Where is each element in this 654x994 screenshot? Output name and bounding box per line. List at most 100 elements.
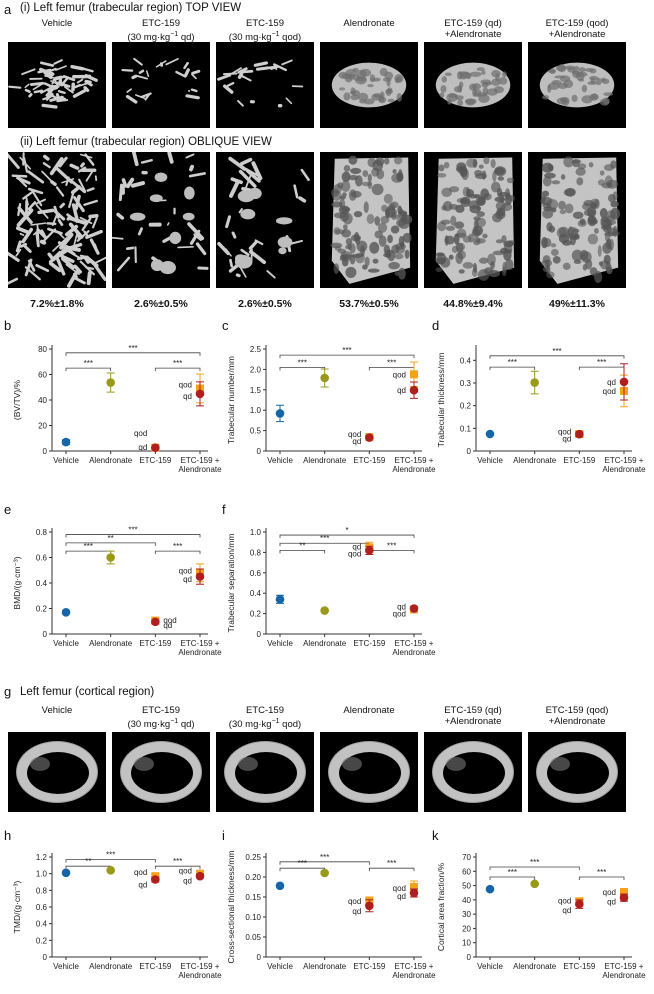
panel-label-i: i	[222, 828, 225, 843]
data-point-alendronate	[530, 879, 539, 889]
dose-label: qod	[179, 866, 192, 875]
oblique-view-image-render	[435, 156, 515, 284]
column-header-line2-text: +Alendronate	[548, 29, 606, 40]
column-header-line2: (30 mg·kg−1 qd)	[112, 29, 210, 43]
significance-label: ***	[84, 542, 93, 551]
x-tick-label: Vehicle	[477, 962, 503, 971]
y-axis-label: TMD/(g·cm⁻³)	[12, 881, 22, 934]
x-tick-label: ETC-159 + Alendronate	[178, 639, 222, 657]
dose-label: qod	[348, 897, 361, 906]
column-header-line2-tail: qd)	[178, 32, 195, 44]
column-header: ETC-159 (qd) +Alendronate	[424, 705, 522, 727]
significance-label: **	[85, 857, 91, 866]
top-view-image-render	[435, 62, 511, 108]
y-tick-label: 0.20	[245, 873, 261, 882]
column-header: ETC-159 (qod) +Alendronate	[528, 705, 626, 727]
y-tick-label: 0	[257, 630, 262, 639]
cortical-image	[216, 732, 314, 812]
significance-label: ***	[298, 358, 307, 367]
chart-e: 0 0.2 0.4 0.6 0.8 BMD/(g·cm⁻³) Vehicle Alendron…	[12, 526, 222, 657]
significance-bracket	[489, 366, 536, 371]
y-axis-label: Cortical area fraction/%	[436, 862, 446, 951]
column-header-line1: ETC-159 (qod)	[545, 18, 609, 29]
panel-label-k: k	[432, 828, 439, 843]
column-header-line2: +Alendronate	[424, 716, 522, 727]
x-tick-label: Vehicle	[53, 639, 79, 648]
y-axis-label: Trabecular thickness/mm	[436, 353, 446, 448]
column-header-superscript: −1	[271, 718, 280, 725]
x-tick-label: ETC-159	[353, 962, 386, 971]
data-point-alendronate	[320, 606, 329, 615]
oblique-view-image-render	[8, 152, 106, 288]
y-axis-label: (BV/TV)/%	[12, 379, 22, 420]
column-header-line2-tail: qod)	[279, 32, 302, 44]
cortical-ring	[120, 741, 202, 803]
y-tick-label: 20	[38, 422, 47, 431]
data-point-vehicle	[61, 437, 71, 447]
dose-label: qd	[183, 575, 192, 584]
column-header: ETC-159 (qod) +Alendronate	[528, 18, 626, 40]
column-header-superscript: −1	[170, 718, 179, 725]
significance-label: ***	[320, 853, 329, 862]
oblique-view-image-render	[539, 156, 621, 284]
y-tick-label: 0.05	[245, 933, 261, 942]
x-tick-label: Alendronate	[513, 456, 557, 465]
data-point-qd	[151, 443, 160, 452]
significance-label: ***	[128, 526, 137, 535]
oblique-view-image	[528, 152, 626, 288]
dose-label: qod	[393, 610, 406, 619]
x-tick-label: ETC-159	[353, 639, 386, 648]
significance-bracket	[65, 534, 201, 538]
y-tick-label: 30	[462, 910, 471, 919]
y-tick-label: 0.8	[36, 528, 48, 537]
panel-label-e: e	[4, 502, 12, 517]
column-header-line1: Alendronate	[343, 18, 395, 29]
dose-label: qd	[183, 876, 192, 885]
column-header: Vehicle	[8, 18, 106, 29]
column-header: ETC-159 (30 mg·kg−1 qd)	[112, 705, 210, 730]
dose-label: qd	[562, 435, 571, 444]
y-tick-label: 0.15	[245, 893, 261, 902]
significance-bracket	[279, 354, 415, 359]
y-tick-label: 60	[38, 371, 47, 380]
y-tick-label: 20	[462, 924, 471, 933]
dose-label: qd	[397, 386, 406, 395]
data-point-vehicle	[61, 608, 71, 617]
cortical-image	[528, 732, 626, 812]
y-tick-label: 0.1	[460, 424, 472, 433]
column-header-line1: Vehicle	[41, 705, 73, 716]
data-point-vehicle	[275, 409, 285, 418]
significance-bracket	[65, 367, 112, 372]
column-header-line2-text: (30 mg·kg	[228, 32, 272, 44]
significance-bracket	[368, 867, 415, 872]
significance-bracket	[154, 550, 201, 555]
y-tick-label: 2.5	[250, 345, 262, 354]
dose-label: qod	[179, 381, 192, 390]
top-view-image	[528, 42, 626, 128]
cortical-image	[112, 732, 210, 812]
dose-label: qd	[397, 602, 406, 611]
y-tick-label: 0.6	[250, 569, 262, 578]
column-header-line1: ETC-159	[245, 18, 284, 29]
cortical-ring	[536, 741, 618, 803]
significance-label: ***	[508, 868, 517, 877]
cortical-ring	[16, 741, 98, 803]
dose-label: qd	[607, 897, 616, 906]
dose-label: qd	[138, 881, 147, 890]
x-tick-label: ETC-159	[139, 456, 172, 465]
dose-label: qod	[348, 549, 361, 558]
dose-label: qod	[134, 868, 147, 877]
significance-bracket	[578, 876, 625, 880]
y-tick-label: 0	[257, 447, 262, 456]
top-view-image-render	[331, 62, 407, 108]
significance-label: **	[108, 534, 114, 543]
x-tick-label: Alendronate	[303, 456, 347, 465]
x-tick-label: ETC-159	[353, 456, 386, 465]
data-point-alendronate	[530, 378, 539, 387]
data-point-qd	[575, 899, 584, 909]
column-header-line1: ETC-159	[141, 18, 180, 29]
y-tick-label: 2.0	[250, 365, 262, 374]
significance-bracket	[65, 865, 112, 870]
significance-label: ***	[387, 358, 396, 367]
significance-bracket	[578, 366, 625, 371]
